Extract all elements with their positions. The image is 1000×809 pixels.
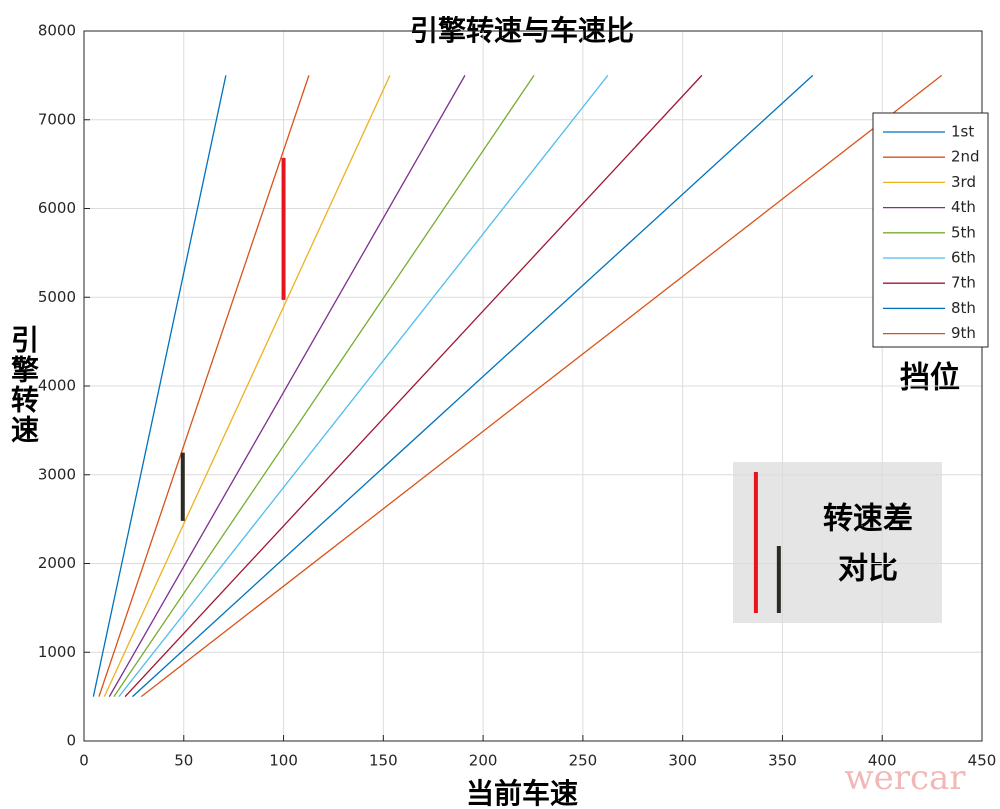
y-tick-label: 0 [66,732,76,750]
annotation: 挡位 [900,361,960,396]
x-tick-label: 150 [369,752,398,770]
x-tick-label: 350 [768,752,797,770]
x-tick-label: 0 [79,752,89,770]
series-line [108,75,466,697]
y-tick-label: 5000 [38,288,76,306]
legend-label: 4th [951,198,976,216]
x-tick-label: 50 [174,752,193,770]
annotation: 转速差 [823,502,913,537]
y-tick-label: 6000 [38,199,76,217]
x-tick-label: 200 [469,752,498,770]
x-tick-label: 300 [668,752,697,770]
legend-label: 2nd [951,148,980,166]
annotation: 对比 [838,552,898,587]
watermark: wercar [844,758,966,798]
y-tick-label: 8000 [38,22,76,40]
series-line [92,75,227,697]
y-tick-label: 3000 [38,465,76,483]
series-line [103,75,391,697]
series-line [98,75,310,697]
series-line [140,74,943,698]
x-tick-label: 400 [868,752,897,770]
legend-label: 5th [951,223,976,241]
legend-label: 6th [951,249,976,267]
series-line [124,74,703,698]
plot-frame [83,30,983,742]
y-tick-label: 7000 [38,110,76,128]
legend-label: 3rd [951,173,976,191]
series-line [113,75,535,697]
y-tick-label: 2000 [38,554,76,572]
x-axis-label: 当前车速 [466,777,578,809]
y-axis-label: 引擎转速 [7,325,40,445]
annotation-box [733,462,942,623]
y-tick-label: 1000 [38,643,76,661]
legend-label: 9th [951,324,976,342]
legend-label: 7th [951,274,976,292]
x-tick-label: 100 [269,752,298,770]
series-line [118,74,609,698]
legend-label: 1st [951,123,974,141]
x-tick-label: 450 [968,752,997,770]
legend-label: 8th [951,299,976,317]
series-line [132,74,814,698]
x-tick-label: 250 [569,752,598,770]
y-tick-label: 4000 [38,377,76,395]
